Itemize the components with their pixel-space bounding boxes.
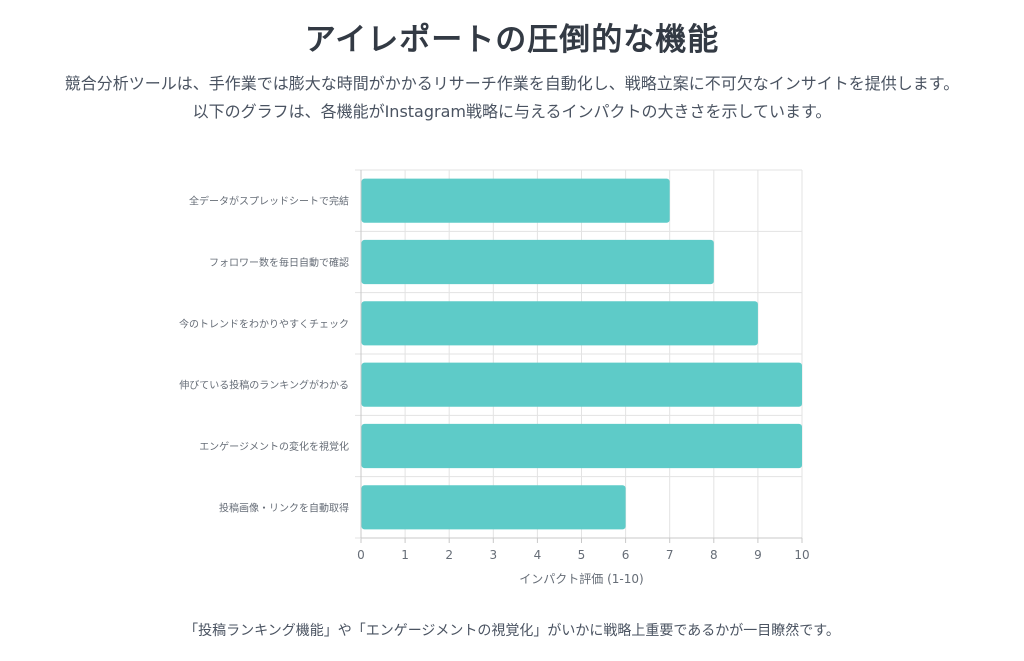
category-label: 今のトレンドをわかりやすくチェック — [179, 317, 349, 330]
x-tick-label: 7 — [666, 548, 674, 562]
x-tick-label: 8 — [710, 548, 718, 562]
bar — [361, 301, 758, 346]
x-tick-label: 5 — [578, 548, 586, 562]
footnote-text: 「投稿ランキング機能」や「エンゲージメントの視覚化」がいかに戦略上重要であるかが… — [184, 623, 840, 639]
x-tick-label: 3 — [489, 548, 497, 562]
x-tick-label: 6 — [622, 548, 630, 562]
category-label: エンゲージメントの変化を視覚化 — [199, 440, 349, 453]
bar — [361, 178, 670, 223]
category-label: 伸びている投稿のランキングがわかる — [179, 379, 349, 392]
x-tick-label: 0 — [357, 548, 365, 562]
category-label: フォロワー数を毎日自動で確認 — [209, 256, 349, 269]
x-axis-title: インパクト評価 (1-10) — [519, 571, 643, 586]
bar — [361, 423, 802, 469]
page-title: アイレポートの圧倒的な機能 — [304, 22, 720, 58]
impact-chart: 0 1 2 3 4 5 6 7 8 9 10 全データがスプレッドシートで完結フォロワー数を毎日自動で… — [0, 160, 1024, 600]
bar — [361, 485, 626, 530]
x-tick-label: 1 — [401, 548, 409, 562]
x-tick-label: 2 — [445, 548, 453, 562]
category-label: 全データがスプレッドシートで完結 — [189, 195, 349, 208]
x-tick-label: 10 — [794, 548, 809, 562]
intro-text: 競合分析ツールは、手作業では膨大な時間がかかるリサーチ作業を自動化し、戦略立案に… — [64, 74, 960, 121]
bar — [361, 239, 714, 285]
x-tick-label: 9 — [754, 548, 762, 562]
impact-bar-chart: 0 1 2 3 4 5 6 7 8 9 10 全データがスプレッドシートで完結フォロワー数を毎日自動で… — [179, 169, 810, 586]
category-label: 投稿画像・リンクを自動取得 — [219, 501, 349, 514]
bar — [361, 362, 802, 407]
x-tick-label: 4 — [534, 548, 542, 562]
